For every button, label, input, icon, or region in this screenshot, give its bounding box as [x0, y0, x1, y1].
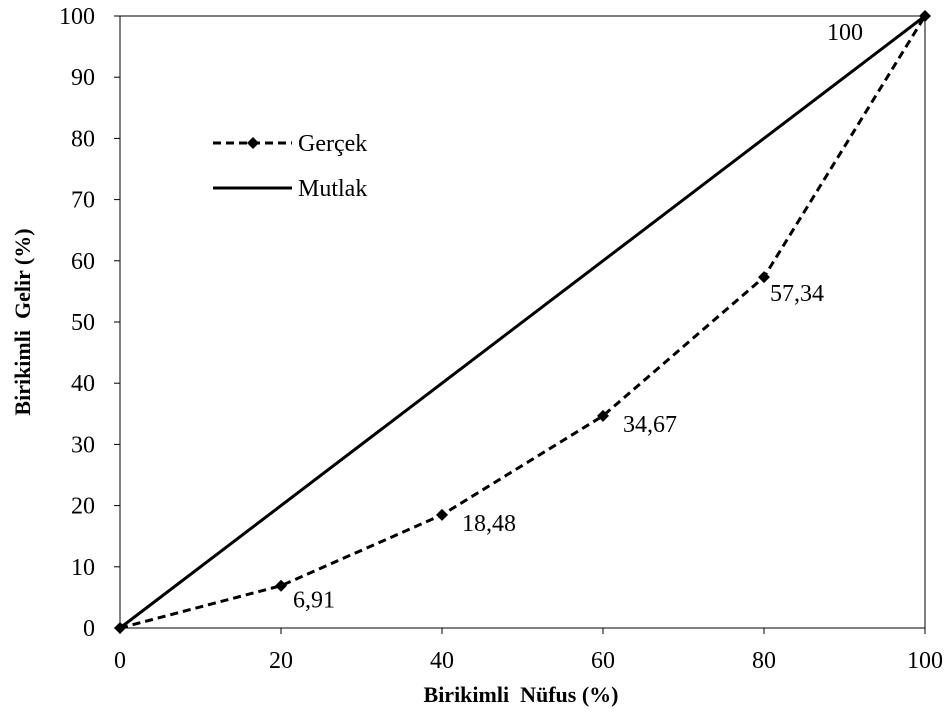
y-tick-label: 90	[71, 65, 95, 91]
series-line-gercek	[119, 15, 927, 630]
data-point-gercek	[758, 271, 770, 284]
data-point-gercek	[919, 10, 931, 22]
x-tick-label: 0	[114, 648, 126, 674]
data-label-gercek: 6,91	[293, 588, 335, 614]
legend-label-gercek: Gerçek	[298, 131, 367, 157]
data-point-gercek	[275, 579, 287, 592]
data-label-gercek: 57,34	[770, 281, 824, 307]
y-tick-label: 100	[59, 4, 95, 30]
x-axis-title: Birikimli Nüfus (%)	[424, 682, 619, 707]
y-axis-title: Birikimli Gelir (%)	[10, 228, 35, 415]
data-point-gercek	[114, 622, 126, 634]
y-tick-label: 50	[71, 310, 95, 336]
x-axis-ticks: 0 20 40 60 80 100	[114, 628, 943, 674]
y-tick-label: 60	[71, 249, 95, 275]
x-tick-label: 100	[907, 648, 943, 674]
y-tick-label: 0	[83, 616, 95, 642]
series-line-mutlak	[119, 14, 926, 630]
y-tick-label: 70	[71, 188, 95, 214]
y-tick-label: 40	[71, 371, 95, 397]
y-tick-label: 30	[71, 432, 95, 458]
legend: Gerçek Mutlak	[213, 131, 367, 202]
y-tick-label: 10	[71, 555, 95, 581]
data-label-gercek: 34,67	[623, 412, 677, 438]
series-layer	[114, 10, 931, 634]
y-tick-label: 20	[71, 494, 95, 520]
data-point-gercek	[436, 508, 448, 521]
x-tick-label: 60	[591, 648, 615, 674]
x-tick-label: 40	[430, 648, 454, 674]
y-axis-ticks: 0 10 20 30 40 50 60 70 80 90 100	[59, 4, 120, 642]
x-tick-label: 80	[752, 648, 776, 674]
legend-marker-gercek	[247, 137, 259, 149]
data-point-gercek	[597, 409, 609, 422]
data-labels: 6,91 18,48 34,67 57,34 100	[293, 20, 863, 614]
y-tick-label: 80	[71, 126, 95, 152]
data-label-gercek: 100	[827, 20, 863, 46]
data-label-gercek: 18,48	[462, 511, 516, 537]
x-tick-label: 20	[269, 648, 293, 674]
legend-label-mutlak: Mutlak	[298, 176, 367, 202]
